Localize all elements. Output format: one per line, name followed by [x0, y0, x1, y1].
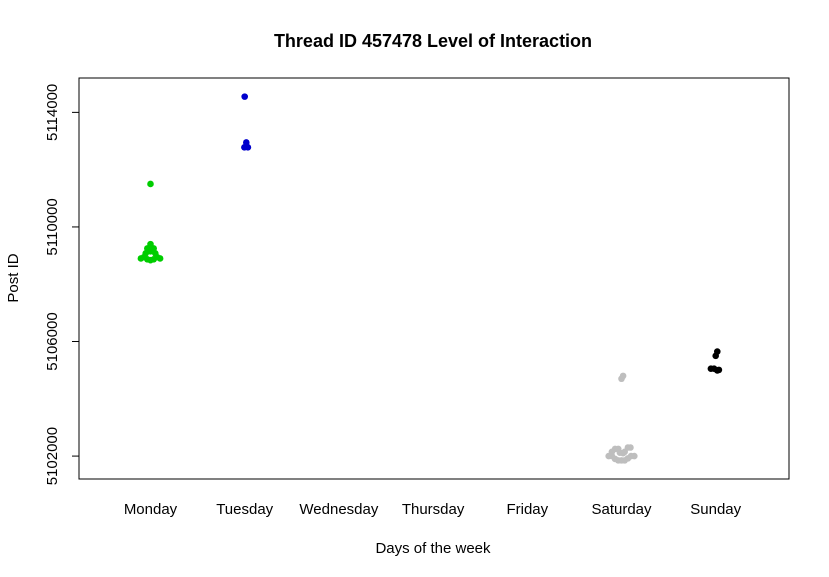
- x-tick-label: Friday: [506, 501, 548, 518]
- data-point: [631, 452, 638, 460]
- data-point: [621, 457, 628, 464]
- chart-title: Thread ID 457478 Level of Interaction: [274, 31, 592, 51]
- data-point: [156, 255, 164, 262]
- x-tick-label: Wednesday: [299, 501, 378, 518]
- data-point: [619, 449, 627, 457]
- data-point: [715, 366, 723, 374]
- y-tick-label: 5114000: [44, 84, 61, 141]
- data-points: [137, 93, 723, 464]
- x-tick-label: Thursday: [402, 501, 465, 518]
- y-tick-label: 5106000: [44, 312, 61, 370]
- x-axis: Monday Tuesday Wednesday Thursday Friday Satu…: [124, 501, 742, 518]
- data-point: [712, 352, 719, 360]
- x-tick-label: Monday: [124, 501, 178, 518]
- data-point: [618, 375, 625, 383]
- plot-frame: [78, 77, 790, 480]
- data-point: [244, 144, 252, 151]
- x-tick-label: Sunday: [690, 501, 741, 518]
- data-point: [241, 93, 248, 100]
- x-tick-label: Tuesday: [216, 501, 273, 518]
- x-axis-label: Days of the week: [375, 540, 491, 557]
- data-point: [137, 255, 145, 262]
- x-tick-label: Saturday: [591, 501, 652, 518]
- data-point: [605, 452, 612, 460]
- data-point: [147, 256, 154, 264]
- data-point: [147, 180, 154, 188]
- y-axis: 5102000 5106000 5110000 5114000: [44, 84, 80, 485]
- y-tick-label: 5110000: [44, 198, 61, 255]
- data-point: [627, 444, 634, 451]
- y-tick-label: 5102000: [44, 427, 61, 485]
- y-axis-label: Post ID: [5, 253, 22, 302]
